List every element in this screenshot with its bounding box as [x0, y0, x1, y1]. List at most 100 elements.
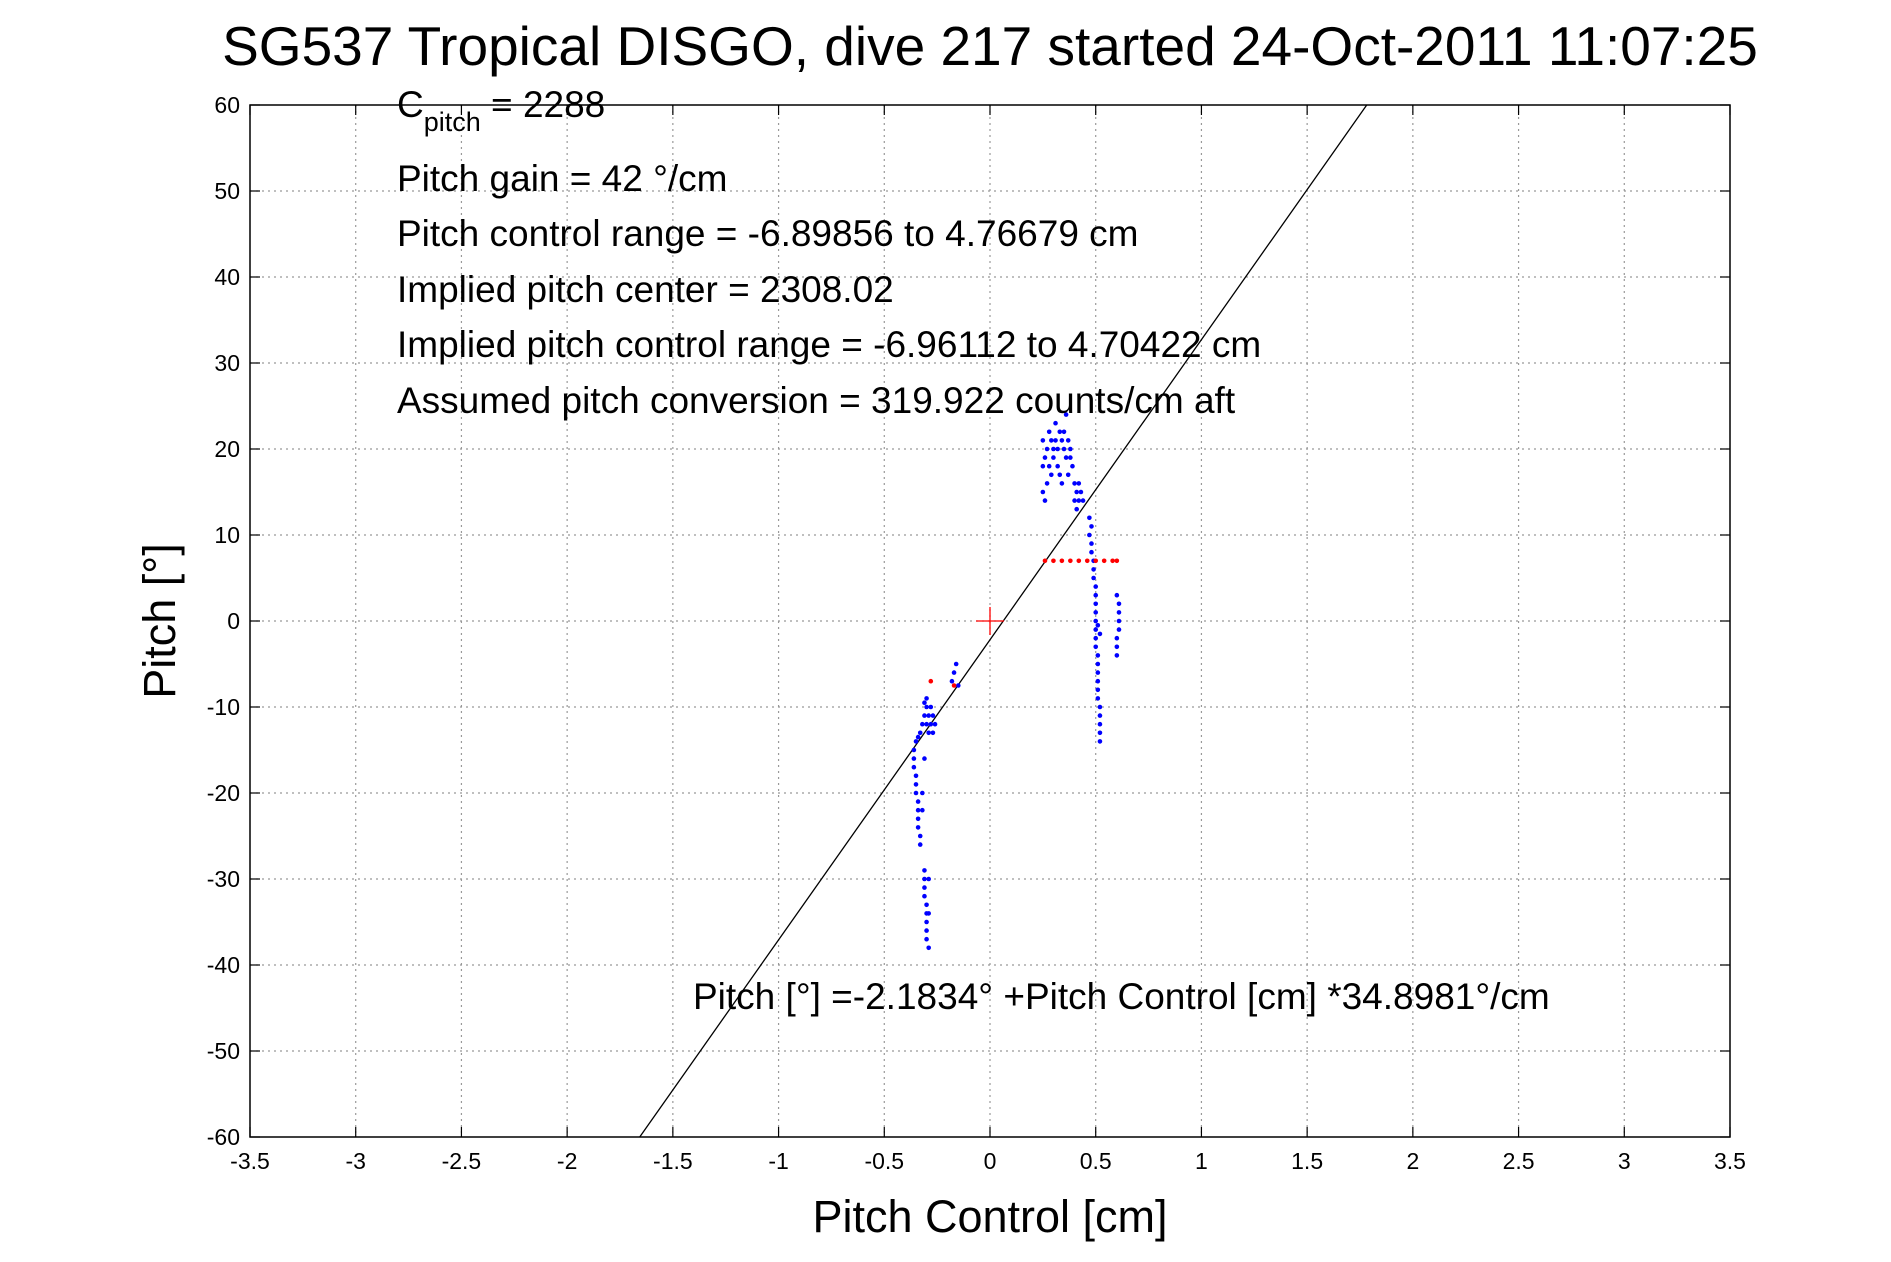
- data-point-blue: [926, 713, 931, 718]
- data-point-blue: [913, 773, 919, 779]
- data-point-blue: [1063, 455, 1069, 460]
- y-tick-label: 30: [214, 350, 240, 376]
- data-point-blue: [1057, 472, 1063, 478]
- data-point-blue: [920, 721, 925, 727]
- data-point-blue: [922, 885, 927, 890]
- data-point-blue: [1072, 481, 1077, 486]
- data-point-blue: [1093, 592, 1099, 598]
- data-point-blue: [922, 756, 927, 761]
- c-pitch-value: = 2288: [481, 84, 605, 125]
- data-point-blue: [1063, 412, 1069, 417]
- data-point-blue: [1053, 420, 1058, 426]
- data-point-red: [1042, 558, 1048, 564]
- y-axis-label: Pitch [°]: [134, 543, 185, 699]
- data-point-blue: [922, 713, 927, 718]
- data-point-red: [928, 678, 934, 684]
- data-point-blue: [1055, 446, 1060, 452]
- data-point-blue: [1070, 463, 1075, 469]
- data-point-blue: [1114, 592, 1120, 598]
- data-point-blue: [1095, 678, 1101, 684]
- data-point-blue: [1049, 438, 1054, 443]
- data-point-blue: [913, 739, 919, 744]
- data-point-blue: [1095, 696, 1101, 701]
- x-tick-label: 3.5: [1714, 1148, 1746, 1174]
- data-point-blue: [922, 893, 927, 899]
- data-point-blue: [928, 721, 934, 727]
- data-point-blue: [1093, 618, 1099, 624]
- data-point-blue: [1093, 635, 1099, 641]
- data-point-blue: [1116, 618, 1122, 624]
- y-tick-label: 50: [214, 178, 240, 204]
- data-point-blue: [924, 936, 929, 942]
- data-point-blue: [1116, 610, 1122, 615]
- y-tick-label: 40: [214, 264, 240, 290]
- implied-range-annotation: Implied pitch control range = -6.96112 t…: [397, 324, 1261, 365]
- data-point-blue: [922, 876, 927, 882]
- data-point-red: [1076, 558, 1082, 564]
- y-tick-label: -20: [207, 780, 240, 806]
- data-point-blue: [915, 825, 921, 830]
- data-point-blue: [1089, 524, 1094, 529]
- data-point-blue: [1095, 623, 1101, 628]
- fit-equation-annotation: Pitch [°] =-2.1834° +Pitch Control [cm] …: [693, 976, 1550, 1017]
- data-point-blue: [1072, 498, 1077, 503]
- data-point-blue: [1074, 489, 1079, 495]
- data-point-blue: [1068, 455, 1073, 460]
- data-point-red: [1101, 558, 1107, 564]
- data-point-blue: [911, 756, 917, 761]
- data-point-blue: [913, 790, 919, 796]
- data-point-blue: [1040, 438, 1046, 443]
- data-point-blue: [930, 730, 936, 736]
- data-point-blue: [1053, 438, 1058, 443]
- chart-title: SG537 Tropical DISGO, dive 217 started 2…: [222, 15, 1758, 77]
- data-point-blue: [1091, 567, 1096, 572]
- data-point-blue: [1091, 575, 1096, 581]
- data-point-blue: [955, 683, 961, 688]
- data-point-blue: [953, 661, 959, 667]
- data-point-blue: [1095, 670, 1101, 675]
- data-point-blue: [915, 799, 921, 804]
- data-point-red: [1084, 558, 1090, 564]
- x-tick-label: -3.5: [230, 1148, 270, 1174]
- y-tick-label: -40: [207, 952, 240, 978]
- data-point-blue: [1080, 498, 1086, 503]
- x-tick-label: -2: [557, 1148, 577, 1174]
- control-range-annotation: Pitch control range = -6.89856 to 4.7667…: [397, 213, 1139, 254]
- x-tick-label: -2.5: [442, 1148, 482, 1174]
- data-point-blue: [924, 919, 929, 925]
- data-point-blue: [1040, 463, 1046, 469]
- data-point-blue: [1095, 687, 1101, 693]
- data-point-blue: [1087, 532, 1092, 538]
- data-point-blue: [911, 764, 917, 770]
- data-point-blue: [1093, 644, 1099, 650]
- data-point-blue: [924, 721, 929, 727]
- data-point-blue: [1046, 463, 1052, 469]
- data-point-blue: [951, 670, 957, 675]
- x-tick-label: 2: [1406, 1148, 1419, 1174]
- data-point-blue: [1093, 584, 1099, 589]
- data-point-blue: [924, 696, 929, 701]
- data-point-blue: [917, 730, 923, 736]
- data-point-blue: [1076, 498, 1082, 503]
- data-point-blue: [915, 816, 921, 822]
- data-point-blue: [915, 734, 921, 740]
- data-point-blue: [911, 747, 917, 753]
- data-point-blue: [1097, 730, 1103, 736]
- data-point-blue: [1078, 489, 1084, 495]
- y-tick-label: -50: [207, 1038, 240, 1064]
- data-point-blue: [1116, 627, 1122, 632]
- data-point-blue: [1061, 446, 1067, 452]
- implied-center-annotation: Implied pitch center = 2308.02: [397, 269, 894, 310]
- data-point-blue: [1116, 601, 1122, 607]
- x-tick-label: -3: [345, 1148, 365, 1174]
- data-point-blue: [1065, 472, 1071, 478]
- data-point-blue: [1093, 610, 1099, 615]
- y-tick-label: 20: [214, 436, 240, 462]
- data-point-blue: [917, 842, 923, 847]
- c-pitch-subscript: pitch: [424, 107, 481, 137]
- y-tick-label: -60: [207, 1124, 240, 1150]
- data-point-blue: [1068, 446, 1073, 452]
- x-tick-label: 1: [1195, 1148, 1208, 1174]
- data-point-blue: [932, 721, 938, 727]
